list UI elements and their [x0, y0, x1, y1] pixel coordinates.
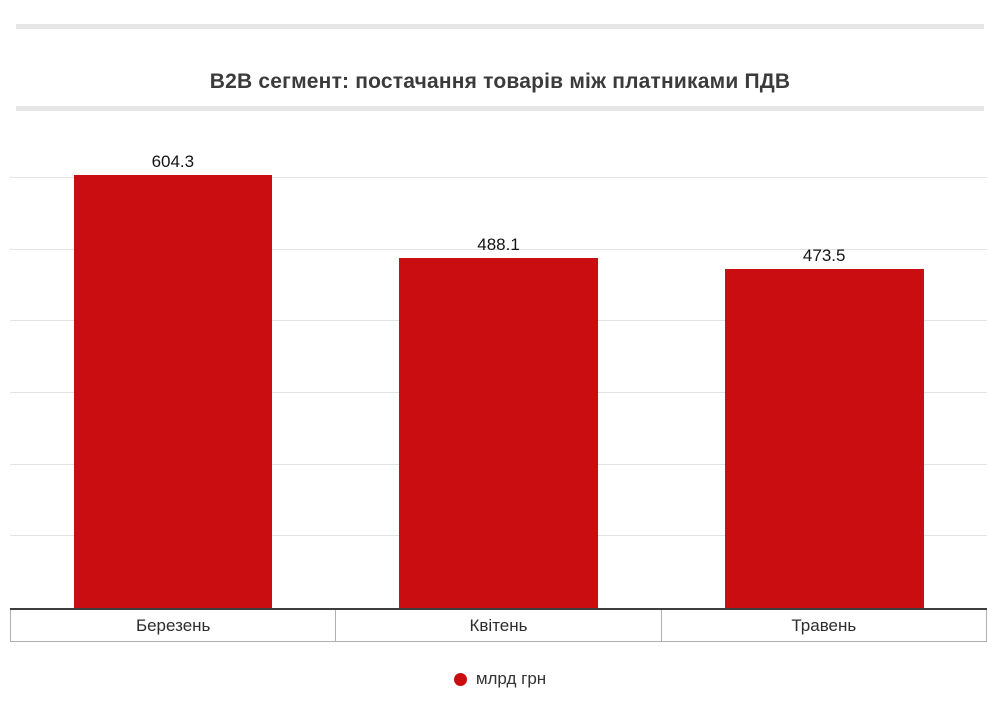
legend-label: млрд грн [475, 669, 547, 688]
x-axis-label-Березень: Березень [11, 610, 337, 641]
bar-Травень[interactable] [724, 268, 924, 608]
x-axis-label-Травень: Травень [791, 615, 857, 635]
bar-Березень[interactable] [73, 174, 273, 608]
bar-group: 604.3 [10, 120, 336, 608]
gridline [10, 177, 987, 179]
legend-marker-icon [453, 672, 467, 686]
gridline [10, 248, 987, 250]
legend[interactable]: млрд грн [0, 669, 1000, 689]
chart-title: B2B сегмент: постачання товарів між плат… [209, 70, 791, 93]
top-divider [16, 24, 984, 29]
plot-area: 604.3 488.1 473.5 [10, 120, 987, 608]
bars-row: 604.3 488.1 473.5 [10, 120, 987, 608]
x-axis-label-Квітень: Квітень [336, 610, 662, 641]
x-axis-line [10, 608, 987, 610]
x-axis-labels: Березень Квітень Травень [10, 610, 987, 642]
bar-group: 473.5 [661, 120, 987, 608]
bar-Квітень[interactable] [399, 258, 598, 608]
value-label: 604.3 [151, 151, 195, 171]
value-label: 473.5 [802, 245, 846, 265]
bar-group: 488.1 [336, 120, 662, 608]
title-divider [16, 106, 984, 111]
value-label: 488.1 [477, 235, 520, 255]
